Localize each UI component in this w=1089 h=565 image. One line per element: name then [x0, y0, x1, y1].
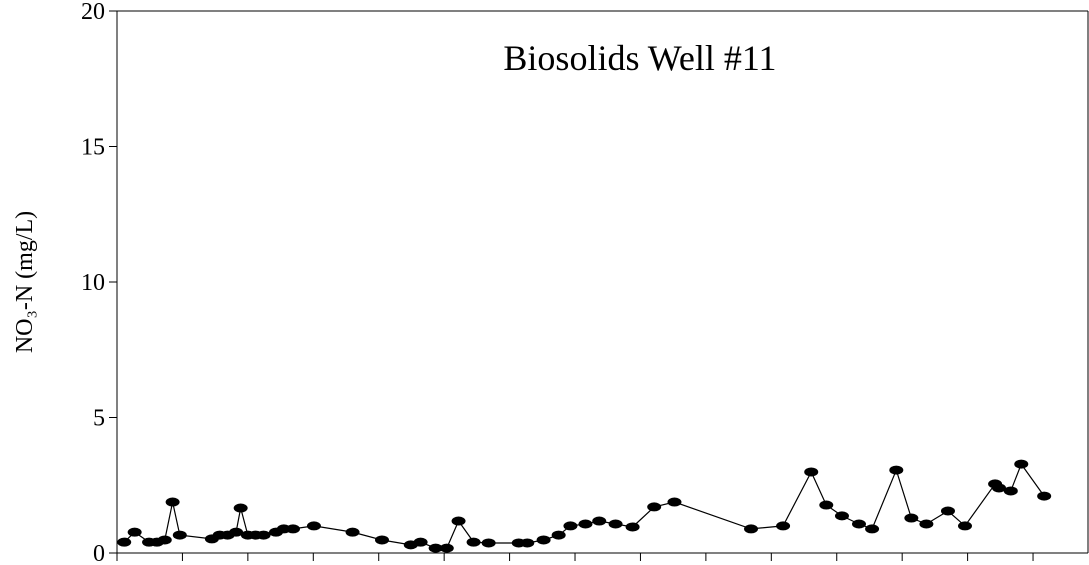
- data-point: [127, 527, 142, 537]
- data-point: [306, 521, 321, 531]
- y-tick-label: 20: [81, 0, 105, 25]
- data-point: [744, 524, 759, 534]
- data-point: [536, 535, 551, 545]
- data-point: [1014, 459, 1029, 469]
- data-point: [578, 519, 593, 529]
- data-point: [172, 530, 187, 540]
- data-point: [889, 465, 904, 475]
- data-point: [919, 519, 934, 529]
- data-point: [413, 537, 428, 547]
- data-point: [165, 497, 180, 507]
- data-point: [439, 543, 454, 553]
- data-point: [776, 521, 791, 531]
- y-tick-label: 5: [93, 406, 105, 432]
- data-point: [551, 530, 566, 540]
- data-point: [608, 519, 623, 529]
- y-tick-label: 10: [81, 270, 105, 296]
- data-point: [819, 500, 834, 510]
- data-point: [992, 483, 1007, 493]
- data-point: [851, 519, 866, 529]
- data-point: [865, 524, 880, 534]
- data-point: [625, 522, 640, 532]
- data-point: [1003, 486, 1018, 496]
- data-point: [229, 527, 244, 537]
- data-point: [940, 506, 955, 516]
- data-point: [647, 502, 662, 512]
- data-point: [667, 497, 682, 507]
- data-point: [520, 538, 535, 548]
- data-point: [904, 513, 919, 523]
- data-point: [451, 516, 466, 526]
- data-point: [345, 527, 360, 537]
- data-point: [804, 467, 819, 477]
- data-point: [592, 516, 607, 526]
- y-tick-label: 15: [81, 135, 105, 161]
- data-point: [834, 511, 849, 521]
- data-point: [481, 538, 496, 548]
- data-point: [957, 521, 972, 531]
- data-point: [117, 537, 132, 547]
- data-point: [466, 537, 481, 547]
- chart-title: Biosolids Well #11: [503, 38, 776, 78]
- data-point: [233, 503, 248, 513]
- data-point: [374, 535, 389, 545]
- y-tick-label: 0: [93, 541, 105, 565]
- y-axis-label: NO₃-N (mg/L): [12, 211, 38, 353]
- data-point: [157, 535, 172, 545]
- data-point: [256, 530, 271, 540]
- data-point: [563, 521, 578, 531]
- data-point: [428, 543, 443, 553]
- data-point: [1037, 491, 1052, 501]
- data-point: [286, 524, 301, 534]
